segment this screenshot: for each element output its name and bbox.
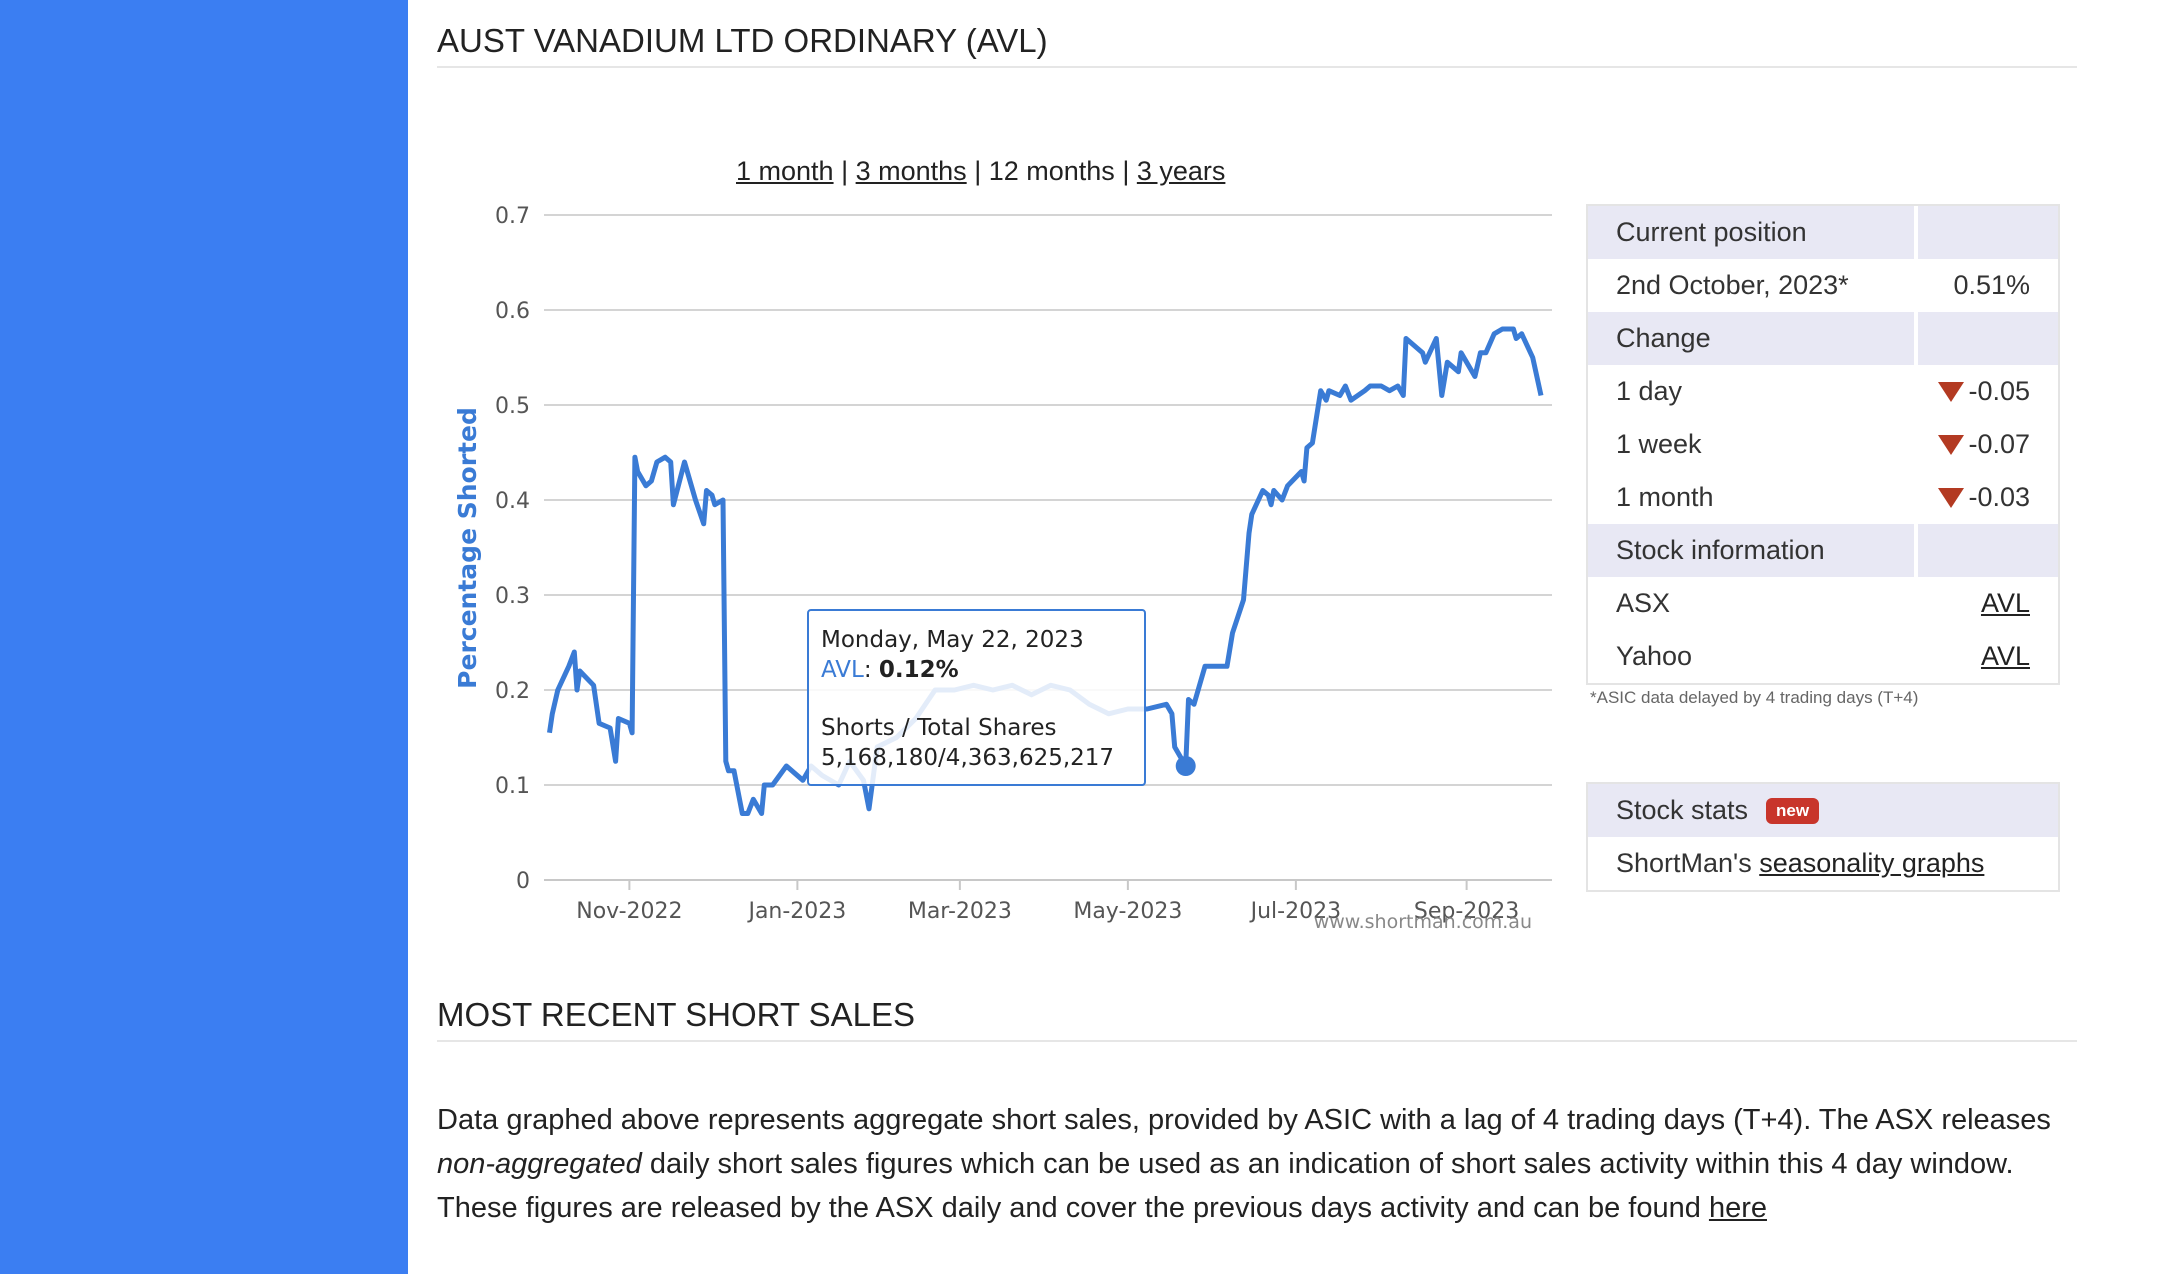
asx-link[interactable]: AVL (1980, 588, 2030, 618)
left-sidebar (0, 0, 408, 1274)
x-tick-label: Mar-2023 (908, 899, 1012, 924)
here-link[interactable]: here (1708, 1192, 1767, 1224)
y-tick-label: 0.4 (495, 489, 530, 514)
position-date: 2nd October, 2023* (1616, 270, 1849, 300)
down-arrow-icon (1938, 487, 1965, 508)
description-part-2: daily short sales figures which can be u… (437, 1148, 2014, 1224)
range-3-years-link[interactable]: 3 years (1136, 156, 1226, 186)
range-3-months-link[interactable]: 3 months (855, 156, 967, 186)
down-arrow-icon (1938, 434, 1965, 455)
x-tick-label: Jul-2023 (1249, 899, 1341, 924)
tooltip-shares-label: Shorts / Total Shares (821, 715, 1057, 741)
range-selector: 1 month | 3 months | 12 months | 3 years (736, 156, 1225, 187)
x-tick-label: May-2023 (1073, 899, 1182, 924)
y-axis-label: Percentage Shorted (453, 407, 482, 689)
y-tick-label: 0 (516, 869, 530, 894)
page-title: AUST VANADIUM LTD ORDINARY (AVL) (437, 22, 2077, 68)
range-1-month-link[interactable]: 1 month (736, 156, 834, 186)
stock-information-header: Stock information (1616, 535, 1825, 565)
y-tick-label: 0.5 (495, 394, 530, 419)
chart-tooltip: Monday, May 22, 2023 AVL: 0.12% Shorts /… (807, 609, 1146, 786)
short-sales-description: Data graphed above represents aggregate … (437, 1098, 2097, 1230)
range-separator: | (974, 156, 982, 186)
change-1-week-label: 1 week (1616, 429, 1702, 459)
asic-delay-note: *ASIC data delayed by 4 trading days (T+… (1590, 688, 1919, 707)
change-1-month-label: 1 month (1616, 482, 1714, 512)
highlight-marker (1175, 756, 1196, 776)
change-1-week-value: -0.07 (1968, 429, 2030, 459)
stock-stats-panel: Stock stats new ShortMan's seasonality gr… (1586, 782, 2060, 892)
yahoo-label: Yahoo (1616, 641, 1693, 671)
stock-stats-header: Stock stats (1616, 795, 1749, 825)
y-tick-label: 0.2 (495, 679, 530, 704)
change-header: Change (1616, 323, 1711, 353)
y-tick-label: 0.3 (495, 584, 530, 609)
short-position-chart[interactable]: 0 0.1 0.2 0.3 0.4 0.5 0.6 0.7 Nov-2022 Jan-2023 Ma… (0, 0, 1560, 960)
tooltip-ticker: AVL (821, 657, 864, 683)
y-tick-label: 0.7 (495, 204, 530, 229)
range-separator: | (1122, 156, 1130, 186)
recent-short-sales-heading: MOST RECENT SHORT SALES (437, 996, 2077, 1042)
position-value: 0.51% (1953, 270, 2030, 300)
asx-label: ASX (1616, 588, 1671, 618)
description-part-1: Data graphed above represents aggregate … (437, 1104, 2051, 1136)
down-arrow-icon (1938, 381, 1965, 402)
yahoo-link[interactable]: AVL (1980, 641, 2030, 671)
x-tick-label: Sep-2023 (1414, 899, 1519, 924)
seasonality-graphs-link[interactable]: seasonality graphs (1759, 848, 1985, 878)
x-tick-label: Nov-2022 (576, 899, 682, 924)
position-panel: Current position 2nd October, 2023* 0.51%… (1586, 204, 2060, 685)
range-separator: | (841, 156, 849, 186)
current-position-header: Current position (1616, 217, 1807, 247)
new-badge: new (1766, 797, 1820, 824)
tooltip-shares-value: 5,168,180/4,363,625,217 (821, 745, 1115, 771)
description-italic: non-aggregated (437, 1148, 642, 1180)
change-1-day-label: 1 day (1616, 376, 1683, 406)
seasonality-prefix: ShortMan's (1616, 848, 1752, 878)
tooltip-date: Monday, May 22, 2023 (821, 627, 1084, 653)
change-1-month-value: -0.03 (1968, 482, 2030, 512)
x-tick-label: Jan-2023 (746, 899, 846, 924)
range-12-months-current: 12 months (988, 156, 1115, 186)
chart-credit: www.shortman.com.au (1314, 911, 1532, 933)
tooltip-value: 0.12% (878, 657, 959, 683)
y-tick-label: 0.1 (495, 774, 530, 799)
change-1-day-value: -0.05 (1968, 376, 2030, 406)
y-tick-label: 0.6 (495, 299, 530, 324)
